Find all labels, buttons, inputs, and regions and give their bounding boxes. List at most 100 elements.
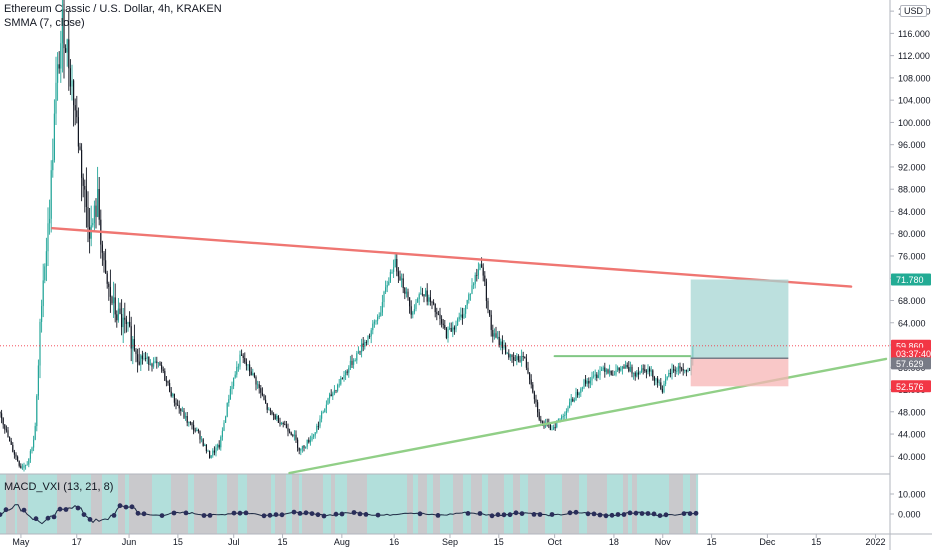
candle-body — [53, 113, 55, 160]
candle-body — [255, 377, 257, 385]
macd-background-segment — [628, 474, 632, 534]
macd-background-segment — [504, 474, 513, 534]
candle-body — [474, 275, 476, 284]
macd-background-segment — [579, 474, 581, 534]
macd-background-segment — [446, 474, 453, 534]
macd-background-segment — [204, 474, 213, 534]
price-label-text: 59.860 — [896, 341, 924, 351]
candle-body — [381, 302, 383, 313]
price-label-box — [891, 273, 931, 286]
candle-body — [580, 388, 582, 393]
candle-body — [162, 369, 164, 371]
candle-body — [301, 445, 303, 449]
candle-body — [133, 339, 135, 351]
candle-body — [41, 306, 43, 322]
macd-dot — [63, 507, 69, 512]
candle-body — [397, 271, 399, 277]
candle-body — [530, 379, 532, 385]
candle-body — [241, 354, 243, 356]
macd-dot — [549, 512, 555, 517]
candle-body — [682, 369, 684, 371]
macd-background-segment — [637, 474, 644, 534]
candle-body — [623, 366, 625, 369]
macd-dot — [75, 505, 81, 511]
candle-body — [205, 444, 207, 452]
candle-body — [313, 435, 315, 437]
macd-background-segment — [42, 474, 50, 534]
candle-body — [618, 367, 620, 371]
candle-body — [681, 368, 683, 370]
candle-body — [383, 291, 385, 303]
candle-body — [154, 361, 156, 363]
macd-background-segment — [440, 474, 446, 534]
macd-dot — [297, 511, 303, 516]
candle-body — [13, 451, 15, 455]
macd-background-segment — [200, 474, 204, 534]
candle-body — [188, 421, 190, 423]
macd-dot — [351, 510, 357, 515]
macd-dot — [477, 511, 483, 516]
candle-body — [114, 297, 116, 315]
macd-background-segment — [227, 474, 238, 534]
candle-body — [393, 267, 395, 272]
candle-body — [420, 293, 422, 295]
candle-body — [572, 398, 574, 402]
macd-dot — [633, 510, 639, 516]
candle-body — [173, 393, 175, 403]
candle-body — [657, 378, 659, 383]
candle-body — [29, 451, 31, 459]
macd-dot — [615, 512, 621, 517]
candle-body — [436, 312, 438, 314]
macd-dot — [693, 510, 699, 516]
macd-dot — [333, 511, 339, 517]
candle-body — [567, 407, 569, 411]
macd-background-segment — [277, 474, 284, 534]
candle-body — [444, 325, 446, 329]
macd-background-segment — [217, 474, 227, 534]
candle-body — [535, 399, 537, 403]
candle-body — [601, 369, 603, 371]
candle-body — [209, 450, 211, 458]
candle-body — [569, 402, 571, 408]
candle-body — [585, 379, 587, 384]
candle-body — [415, 302, 417, 309]
macd-background-segment — [534, 474, 545, 534]
candle-body — [457, 319, 459, 326]
candle-body — [351, 360, 353, 365]
candle-body — [629, 366, 631, 372]
macd-background-segment — [595, 474, 603, 534]
candle-body — [69, 68, 71, 87]
macd-tick-label: 10.000 — [898, 490, 926, 500]
candle-body — [461, 314, 463, 318]
candle-body — [197, 429, 199, 432]
macd-dot — [417, 511, 423, 517]
candle-body — [12, 444, 14, 452]
candle-body — [399, 276, 401, 280]
candle-body — [469, 293, 471, 295]
candle-body — [121, 314, 123, 328]
candle-body — [655, 378, 657, 381]
candle-body — [146, 356, 148, 359]
candle-body — [20, 465, 22, 469]
macd-background-segment — [99, 474, 102, 534]
candle-body — [522, 356, 524, 357]
candle-body — [79, 146, 81, 150]
macd-line — [0, 504, 697, 525]
candle-body — [93, 205, 95, 224]
candle-body — [676, 371, 678, 372]
candle-body — [685, 370, 687, 372]
macd-background-segment — [393, 474, 399, 534]
candle-body — [263, 395, 265, 400]
macd-dot — [339, 511, 345, 517]
macd-background-segment — [125, 474, 129, 534]
candle-body — [151, 363, 153, 367]
candle-body — [684, 370, 686, 371]
currency-badge[interactable]: USD — [900, 5, 928, 17]
candle-body — [514, 360, 516, 361]
y-tick-label: 100.000 — [898, 118, 931, 128]
macd-background-segment — [91, 474, 99, 534]
candle-body — [340, 378, 342, 385]
macd-background-segment — [471, 474, 482, 534]
candle-body — [25, 465, 27, 466]
